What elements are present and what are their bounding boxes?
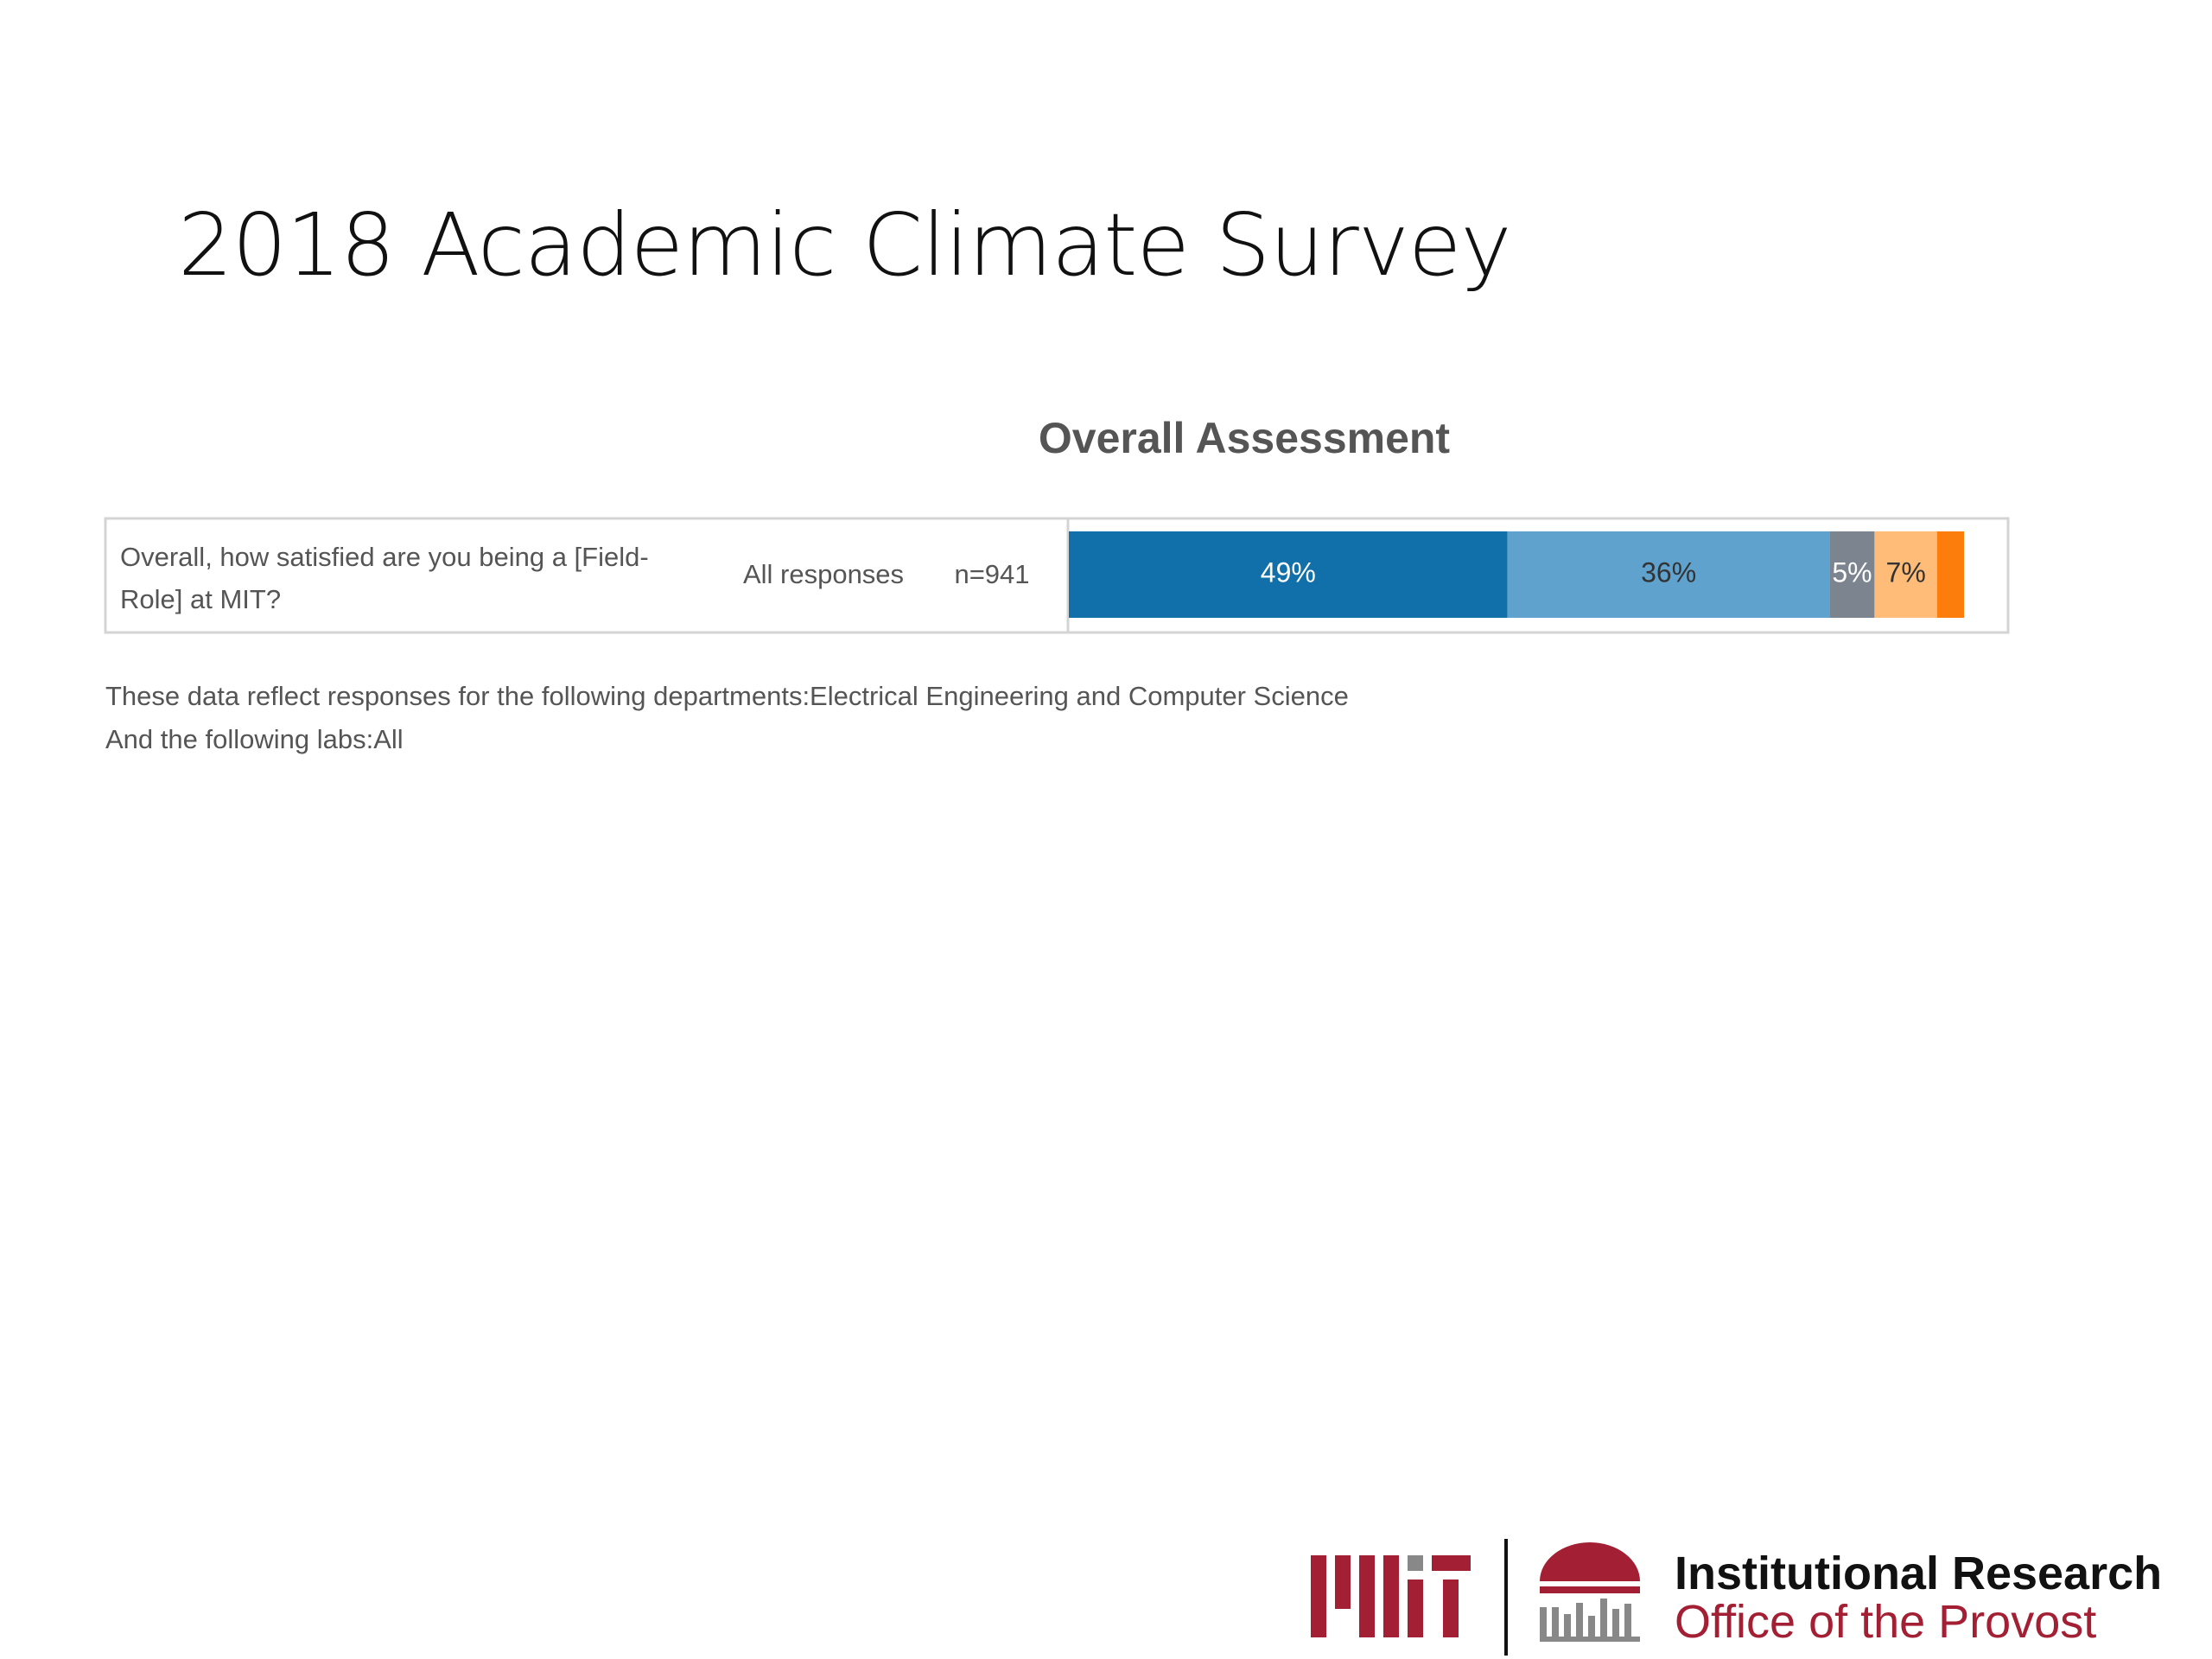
value-label: 36% xyxy=(1641,556,1696,588)
row-label: Overall, how satisfied are you being a [… xyxy=(120,542,649,614)
dome-icon xyxy=(1540,1542,1640,1642)
chart-title: Overall Assessment xyxy=(1038,414,1451,462)
n-label: n=941 xyxy=(954,559,1030,589)
bar-group: 49% 36% 5% 7% xyxy=(1069,531,1964,618)
bar-segment xyxy=(1069,531,1508,618)
logo-text: Office of the Provost xyxy=(1675,1596,2097,1648)
value-label: 7% xyxy=(1886,556,1926,588)
bar-segment xyxy=(1874,531,1937,618)
mit-logo xyxy=(1311,1555,1471,1637)
value-label: 49% xyxy=(1261,556,1316,588)
row-frame xyxy=(104,517,2010,634)
note: These data reflect responses for the fol… xyxy=(105,681,1349,711)
group-label: All responses xyxy=(742,559,905,589)
page-title: 2018 Academic Climate Survey xyxy=(178,194,1512,296)
value-label: 5% xyxy=(1832,556,1872,588)
logo-text: Institutional Research xyxy=(1675,1548,2163,1599)
note: And the following labs:All xyxy=(105,724,404,754)
bar-segment xyxy=(1829,531,1875,618)
bar-segment xyxy=(1507,531,1830,618)
bar-segment xyxy=(1936,531,1964,618)
